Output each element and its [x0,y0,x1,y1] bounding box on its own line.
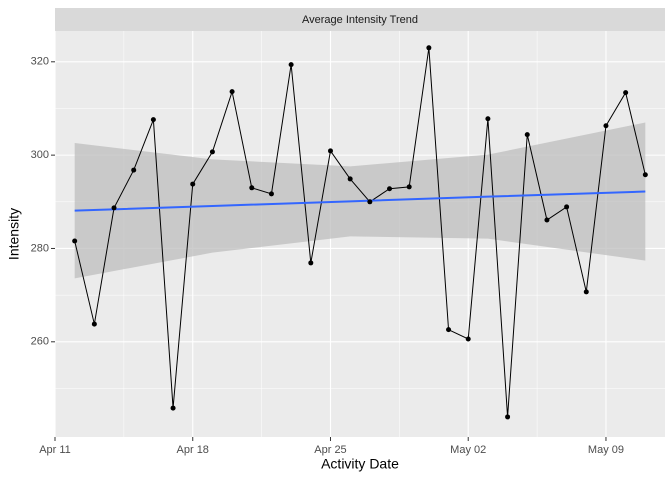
data-point [229,89,235,95]
x-tick-label: May 09 [588,444,624,456]
trend-line [74,190,646,212]
data-point [426,45,432,51]
data-point [150,117,156,123]
x-tick-label: Apr 18 [177,444,209,456]
y-axis-title: Intensity [6,208,22,260]
data-point [465,336,471,342]
data-point [406,184,412,190]
data-point [288,62,294,68]
data-point [387,186,393,192]
data-point [505,414,511,420]
data-point [131,167,137,173]
data-point [524,132,530,138]
data-point [91,321,97,327]
x-tick-label: Apr 11 [39,444,71,456]
data-point [268,191,274,197]
data-point [544,217,550,223]
y-tick-label: 300 [31,149,49,161]
x-axis-title: Activity Date [321,456,399,472]
data-point [367,199,373,205]
data-line [74,47,646,417]
data-point [485,116,491,122]
marks [72,45,648,420]
data-point [347,176,353,182]
data-point [190,181,196,187]
strip [55,8,665,31]
data-point [583,289,589,295]
data-point [327,148,333,154]
data-point [209,149,215,155]
data-point [170,405,176,411]
data-point [446,327,452,333]
y-tick-label: 280 [31,242,49,254]
x-tick-label: Apr 25 [314,444,346,456]
data-point [308,260,314,266]
data-point [642,172,648,178]
data-point [72,238,78,244]
data-point [603,123,609,129]
chart-title: Average Intensity Trend [302,14,418,26]
data-point [564,204,570,210]
y-tick-label: 260 [31,336,49,348]
y-tick-label: 320 [31,56,49,68]
x-tick-label: May 02 [450,444,486,456]
data-point [111,205,117,211]
data-point [249,185,255,191]
data-point [623,90,629,96]
